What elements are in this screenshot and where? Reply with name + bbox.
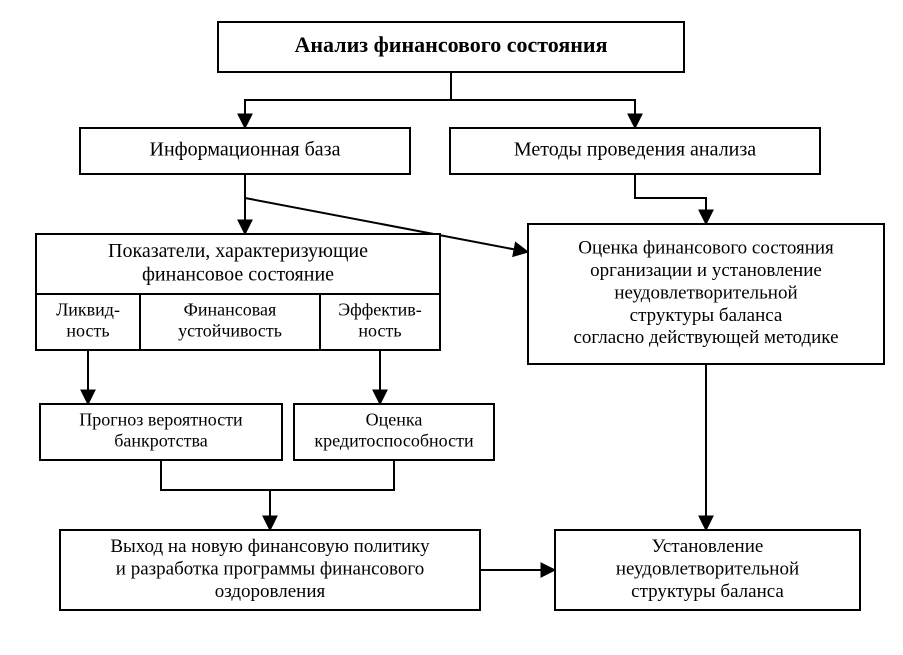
node-eff: Эффектив-ность bbox=[320, 294, 440, 350]
node-label-bankrupt-l0: Прогноз вероятности bbox=[79, 410, 243, 430]
node-label-liq-l1: ность bbox=[66, 321, 109, 341]
node-label-assess-l4: согласно действующей методике bbox=[573, 327, 838, 348]
node-unsat: Установлениенеудовлетворительнойструктур… bbox=[555, 530, 860, 610]
node-label-credit-l1: кредитоспособности bbox=[314, 431, 474, 451]
node-label-indicators-l1: финансовое состояние bbox=[142, 263, 334, 285]
node-indicators: Показатели, характеризующиефинансовое со… bbox=[36, 234, 440, 294]
node-stab: Финансоваяустойчивость bbox=[140, 294, 320, 350]
edge-1 bbox=[451, 72, 635, 128]
edge-7 bbox=[161, 460, 270, 530]
node-label-indicators-l0: Показатели, характеризующие bbox=[108, 240, 368, 262]
node-label-info-l0: Информационная база bbox=[150, 139, 341, 161]
node-assess: Оценка финансового состоянияорганизации … bbox=[528, 224, 884, 364]
node-label-stab-l1: устойчивость bbox=[178, 321, 282, 341]
node-label-unsat-l2: структуры баланса bbox=[631, 581, 784, 602]
node-label-assess-l0: Оценка финансового состояния bbox=[578, 238, 834, 259]
node-label-assess-l2: неудовлетворительной bbox=[614, 282, 797, 303]
node-label-credit-l0: Оценка bbox=[366, 410, 423, 430]
edge-0 bbox=[245, 72, 451, 128]
node-info: Информационная база bbox=[80, 128, 410, 174]
node-label-stab-l0: Финансовая bbox=[184, 300, 277, 320]
node-liq: Ликвид-ность bbox=[36, 294, 140, 350]
node-bankrupt: Прогноз вероятностибанкротства bbox=[40, 404, 282, 460]
node-label-unsat-l0: Установление bbox=[652, 536, 764, 557]
node-label-unsat-l1: неудовлетворительной bbox=[616, 558, 799, 579]
node-label-methods-l0: Методы проведения анализа bbox=[514, 139, 756, 161]
node-label-policy-l0: Выход на новую финансовую политику bbox=[110, 536, 430, 557]
node-label-bankrupt-l1: банкротства bbox=[114, 431, 207, 451]
node-label-assess-l3: структуры баланса bbox=[630, 305, 783, 326]
edge-4 bbox=[635, 174, 706, 224]
node-methods: Методы проведения анализа bbox=[450, 128, 820, 174]
node-label-policy-l2: оздоровления bbox=[215, 581, 326, 602]
node-label-policy-l1: и разработка программы финансового bbox=[116, 558, 424, 579]
node-credit: Оценкакредитоспособности bbox=[294, 404, 494, 460]
node-root: Анализ финансового состояния bbox=[218, 22, 684, 72]
node-label-eff-l0: Эффектив- bbox=[338, 300, 422, 320]
edge-8 bbox=[270, 460, 394, 490]
node-label-root-l0: Анализ финансового состояния bbox=[294, 32, 607, 57]
node-label-eff-l1: ность bbox=[358, 321, 401, 341]
node-layer: Анализ финансового состояния Информационн… bbox=[36, 22, 884, 610]
node-label-assess-l1: организации и установление bbox=[590, 260, 822, 281]
node-label-liq-l0: Ликвид- bbox=[56, 300, 120, 320]
node-policy: Выход на новую финансовую политикуи разр… bbox=[60, 530, 480, 610]
